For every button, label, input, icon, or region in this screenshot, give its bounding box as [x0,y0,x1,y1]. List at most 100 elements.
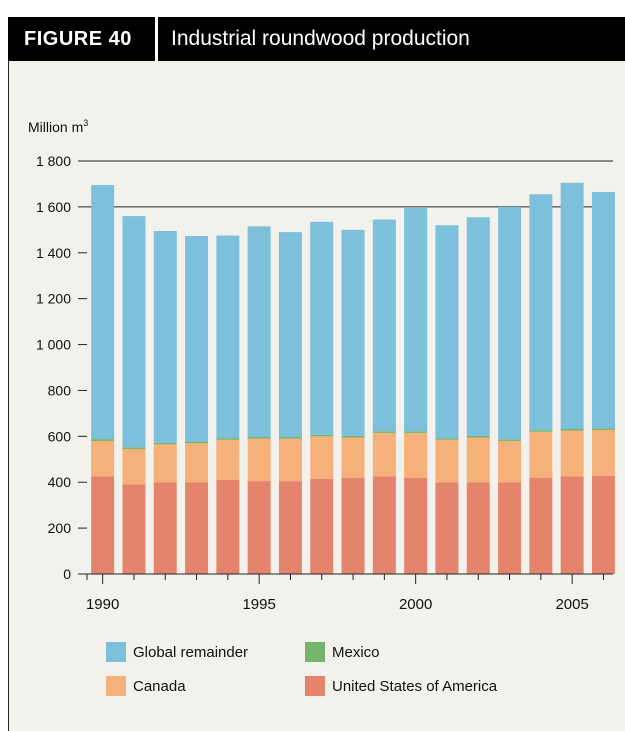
bar-segment [372,431,396,433]
bar-segment [91,440,115,477]
bar-segment [498,482,522,574]
bar-segment [341,437,365,478]
bar-segment [435,482,459,574]
bar-stack-1992 [153,230,177,574]
bar-stack-1991 [122,216,146,574]
bar-segment [278,437,302,439]
bar-segment [529,194,553,431]
legend-swatch [305,642,325,662]
legend-label: Canada [133,678,186,695]
bar-segment [529,431,553,478]
bar-stack-1998 [341,229,365,574]
bar-segment [247,438,271,482]
bar-segment [153,444,177,483]
bar-stack-2000 [404,208,428,574]
y-tick-label: 800 [48,382,72,398]
bar-segment [529,430,553,432]
bar-segment [122,484,146,574]
y-tick-label: 600 [48,428,72,444]
bar-stack-1993 [185,236,209,574]
bar-segment [372,219,396,432]
bar-segment [310,478,334,574]
x-tick-label: 2005 [555,596,588,613]
bar-segment [435,225,459,439]
legend-item: Mexico [305,642,380,662]
y-tick-label: 0 [63,566,71,582]
figure-title: Industrial roundwood production [171,27,470,50]
x-tick-label: 2000 [399,596,432,613]
bar-stack-1995 [247,226,271,574]
bar-segment [122,216,146,448]
bar-segment [185,236,209,442]
bar-segment [247,481,271,574]
y-tick-label: 1 400 [36,245,71,261]
bar-segment [310,221,334,435]
bar-stack-2001 [435,225,459,574]
bar-segment [310,434,334,437]
bar-segment [122,448,146,485]
bar-segment [466,437,490,483]
legend-label: United States of America [332,678,498,695]
bar-stack-2003 [498,206,522,574]
bar-segment [404,432,428,478]
header-divider [155,17,158,61]
bar-segment [404,208,428,432]
bar-segment [185,482,209,574]
bar-segment [185,443,209,483]
bar-segment [435,438,459,440]
y-tick-label: 1 600 [36,199,71,215]
bar-segment [591,475,615,574]
bar-segment [91,439,115,441]
bar-segment [466,217,490,436]
bar-segment [560,182,584,429]
bar-segment [341,435,365,438]
bar-segment [341,477,365,574]
x-tick-label: 1995 [242,596,275,613]
legend-swatch [106,676,126,696]
bar-segment [498,439,522,441]
bar-segment [216,438,240,440]
bar-segment [91,185,115,440]
bar-segment [153,230,177,443]
bar-segment [341,229,365,436]
bar-stack-1997 [310,221,334,574]
bar-segment [91,476,115,574]
bar-stack-1994 [216,235,240,574]
bar-segment [591,428,615,430]
figure-header: FIGURE 40 Industrial roundwood productio… [8,17,625,61]
bar-stack-2006 [591,191,615,574]
bar-segment [310,436,334,479]
legend-label: Mexico [332,644,380,661]
bar-segment [372,476,396,574]
bar-segment [529,477,553,574]
legend-item: Global remainder [106,642,248,662]
bar-stack-1990 [91,185,115,574]
y-tick-label: 1 800 [36,153,71,169]
x-tick-label: 1990 [86,596,119,613]
bar-segment [122,447,146,449]
bar-segment [247,437,271,439]
figure-number: FIGURE 40 [24,28,132,50]
bar-segment [498,206,522,440]
bar-stack-1996 [278,232,302,574]
y-tick-label: 200 [48,520,72,536]
bar-segment [278,438,302,482]
bar-segment [372,432,396,477]
bar-segment [560,476,584,574]
bar-stack-2005 [560,182,584,574]
bar-segment [560,430,584,477]
bar-segment [185,441,209,444]
bar-stack-2004 [529,194,553,574]
y-tick-label: 1 200 [36,291,71,307]
bar-segment [435,439,459,483]
bar-segment [153,442,177,445]
bar-segment [560,428,584,431]
bar-segment [404,477,428,574]
legend-item: United States of America [305,676,498,696]
bar-segment [247,226,271,438]
bar-segment [153,482,177,574]
bar-segment [216,479,240,574]
bar-segment [591,429,615,476]
